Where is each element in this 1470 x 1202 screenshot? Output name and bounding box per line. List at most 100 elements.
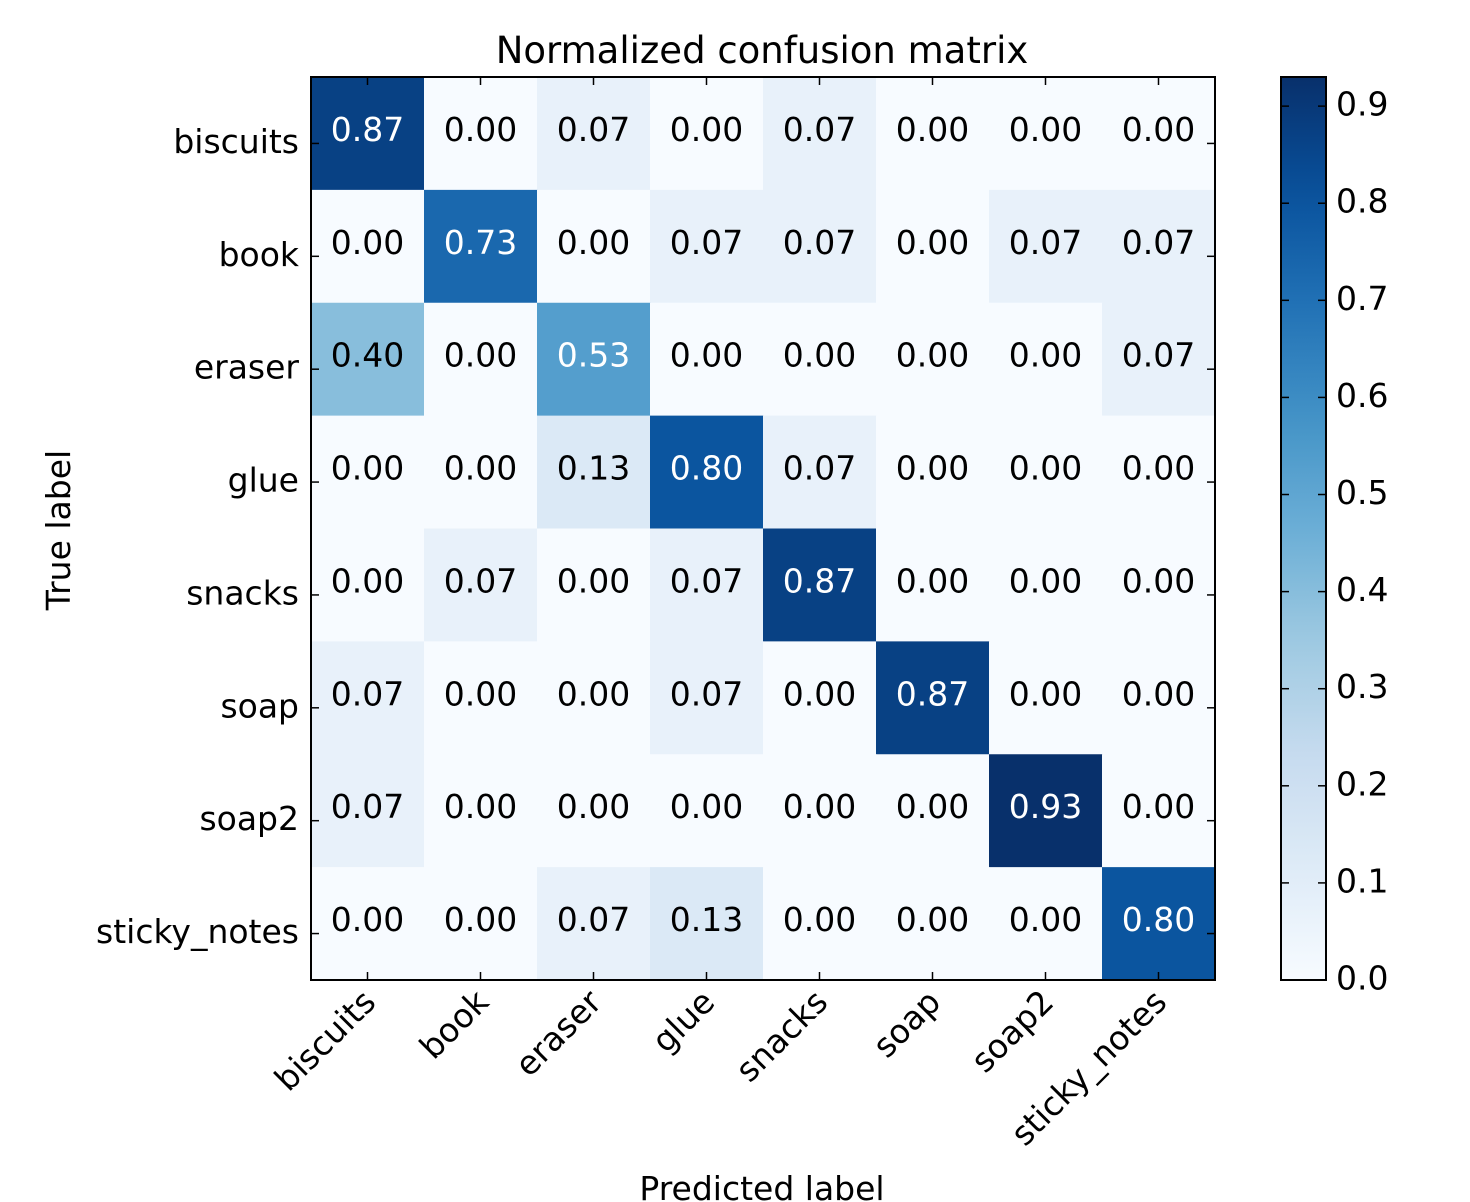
matrix-cell: [763, 641, 877, 755]
matrix-cell: [989, 641, 1103, 755]
cell-value-label: 0.07: [557, 900, 630, 939]
cell-value-label: 0.07: [783, 449, 856, 488]
matrix-cell: [876, 867, 990, 981]
matrix-cell: [989, 754, 1103, 868]
colorbar-tick-label: 0.9: [1336, 85, 1388, 124]
cell-value-label: 0.00: [1009, 561, 1082, 600]
colorbar: 0.0 0.1 0.2 0.3 0.4 0.5 0.6 0.7 0.8 0.9: [1280, 76, 1388, 998]
cell-value-label: 0.53: [557, 336, 630, 375]
cell-value-label: 0.07: [331, 787, 404, 826]
cell-value-label: 0.00: [557, 787, 630, 826]
cell-value-label: 0.00: [1009, 336, 1082, 375]
matrix-cell: [989, 528, 1103, 642]
cell-value-label: 0.00: [331, 900, 404, 939]
x-tick-label: snacks: [728, 982, 835, 1089]
x-tick-label: soap: [865, 982, 948, 1065]
x-tick-label: book: [412, 981, 497, 1066]
matrix-cell: [311, 754, 425, 868]
matrix-cell: [537, 77, 651, 191]
matrix-cell: [1102, 77, 1216, 191]
matrix-frame: [310, 76, 1216, 981]
matrix-cell: [424, 302, 538, 417]
colorbar-gradient: [1280, 76, 1327, 981]
colorbar-tick-label: 0.8: [1336, 182, 1388, 221]
cell-value-label: 0.00: [331, 449, 404, 488]
matrix-cell: [876, 77, 990, 191]
y-tick-label: glue: [228, 461, 299, 500]
matrix-cell: [989, 415, 1103, 529]
matrix-value-labels: 0.87 0.00 0.07 0.00 0.07 0.00 0.00 0.00 0.00 0.73…: [331, 110, 1195, 939]
cell-value-label: 0.00: [1122, 787, 1195, 826]
matrix-cell: [876, 415, 990, 529]
matrix-cell: [311, 77, 425, 191]
colorbar-tick-label: 0.1: [1336, 861, 1388, 900]
matrix-cell: [876, 641, 990, 755]
matrix-cell: [763, 528, 877, 642]
matrix-cell: [989, 189, 1103, 304]
cell-value-label: 0.00: [557, 674, 630, 713]
matrix-cell: [650, 754, 764, 868]
cell-value-label: 0.00: [670, 110, 743, 149]
cell-value-label: 0.80: [670, 449, 743, 488]
cell-value-label: 0.00: [896, 787, 969, 826]
cell-value-label: 0.00: [896, 561, 969, 600]
matrix-cell: [537, 189, 651, 304]
y-tick-label: soap2: [199, 799, 299, 838]
colorbar-tick-label: 0.7: [1336, 279, 1388, 318]
matrix-cell: [424, 641, 538, 755]
cell-value-label: 0.07: [1009, 223, 1082, 262]
cell-value-label: 0.00: [557, 561, 630, 600]
y-tick-label: book: [219, 235, 300, 274]
y-axis-label: True label: [39, 450, 78, 611]
matrix-cell: [1102, 641, 1216, 755]
matrix-cell: [537, 641, 651, 755]
cell-value-label: 0.00: [896, 336, 969, 375]
matrix-cell: [1102, 189, 1216, 304]
cell-value-label: 0.00: [783, 900, 856, 939]
matrix-cell: [424, 867, 538, 981]
cell-value-label: 0.07: [670, 674, 743, 713]
matrix-cell: [311, 867, 425, 981]
matrix-cell: [424, 415, 538, 529]
matrix-cell: [650, 415, 764, 529]
cell-value-label: 0.00: [1009, 110, 1082, 149]
matrix-cell: [650, 302, 764, 417]
cell-value-label: 0.07: [670, 561, 743, 600]
matrix-cell: [763, 415, 877, 529]
matrix-cell: [311, 302, 425, 417]
cell-value-label: 0.00: [670, 787, 743, 826]
matrix-cell: [1102, 415, 1216, 529]
x-tick-label: biscuits: [267, 982, 383, 1098]
matrix-cell: [763, 867, 877, 981]
cell-value-label: 0.07: [557, 110, 630, 149]
matrix-cell: [989, 867, 1103, 981]
matrix-cell: [537, 867, 651, 981]
y-tick-label: biscuits: [173, 122, 299, 161]
y-tick-label: sticky_notes: [96, 912, 299, 951]
matrix-cell: [537, 754, 651, 868]
matrix-cell: [311, 415, 425, 529]
matrix-cell: [424, 754, 538, 868]
matrix-cell: [989, 302, 1103, 417]
matrix-cell: [989, 77, 1103, 191]
matrix-cell: [311, 189, 425, 304]
cell-value-label: 0.00: [783, 336, 856, 375]
cell-value-label: 0.07: [1122, 336, 1195, 375]
cell-value-label: 0.07: [331, 674, 404, 713]
matrix-cell: [424, 528, 538, 642]
matrix-cell: [311, 528, 425, 642]
matrix-cell: [311, 641, 425, 755]
matrix-cell: [650, 528, 764, 642]
matrix-cell: [876, 528, 990, 642]
matrix-cell: [537, 302, 651, 417]
matrix-cell: [537, 415, 651, 529]
cell-value-label: 0.00: [670, 336, 743, 375]
matrix-cell: [876, 754, 990, 868]
cell-value-label: 0.07: [670, 223, 743, 262]
cell-value-label: 0.00: [444, 336, 517, 375]
cell-value-label: 0.00: [444, 110, 517, 149]
matrix-cells: [310, 76, 1216, 981]
x-tick-label: glue: [644, 982, 722, 1060]
